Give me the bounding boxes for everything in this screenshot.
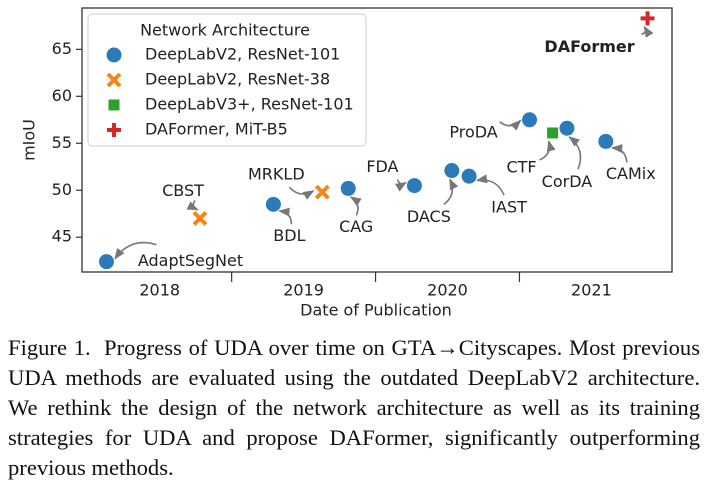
point-label: CAMix: [606, 164, 656, 183]
point-label: AdaptSegNet: [138, 251, 243, 270]
y-tick-label: 60: [52, 86, 72, 105]
annotation-arrow: [349, 196, 362, 216]
y-tick-label: 55: [52, 133, 72, 152]
annotation-arrow: [278, 207, 293, 225]
x-tick-label: 2021: [571, 281, 612, 300]
annotation-arrow: [499, 119, 522, 131]
caption: Figure 1. Progress of UDA over time on G…: [8, 335, 706, 480]
annotation-arrow: [475, 174, 505, 196]
point: [547, 127, 559, 139]
point-label: MRKLD: [248, 165, 305, 184]
point: [461, 168, 477, 184]
legend-label: DeepLabV2, ResNet-38: [145, 70, 330, 89]
y-tick-label: 65: [52, 39, 72, 58]
point: [406, 178, 422, 194]
chart: Date of Publication mIoU 45 50 55 60 65 2018 2…: [20, 7, 673, 320]
annotation-arrow: [568, 136, 582, 170]
point-label: FDA: [366, 157, 398, 176]
y-axis-label: mIoU: [20, 119, 39, 161]
point: [265, 196, 281, 212]
annotation-arrow: [114, 241, 157, 260]
annotation-arrow: [641, 25, 654, 38]
point-label: ProDA: [449, 122, 497, 141]
point-label: CorDA: [542, 172, 593, 191]
point: [640, 11, 655, 26]
point: [192, 211, 208, 226]
point-label: CTF: [506, 157, 536, 176]
legend-marker: [108, 99, 120, 111]
point-label: IAST: [491, 198, 527, 217]
point-label: DACS: [407, 207, 451, 226]
point: [444, 163, 460, 179]
x-axis-label: Date of Publication: [300, 301, 452, 320]
annotation-arrow: [539, 139, 556, 161]
annotation-arrow: [443, 178, 459, 206]
x-tick-label: 2020: [427, 281, 468, 300]
point: [598, 133, 614, 149]
annotation-arrow: [186, 200, 199, 211]
legend-label: DeepLabV3+, ResNet-101: [145, 95, 354, 114]
point: [98, 254, 114, 270]
annotation-arrow: [394, 179, 407, 192]
x-tick-label: 2018: [139, 281, 180, 300]
legend-marker: [107, 123, 121, 137]
legend-box: [87, 13, 367, 147]
legend-label: DAFormer, MiT-B5: [145, 120, 288, 139]
y-tick-label: 50: [52, 180, 72, 199]
point-label: CAG: [339, 217, 373, 236]
point-label: CBST: [162, 181, 204, 200]
point-label: BDL: [273, 226, 305, 245]
plot-frame: [81, 7, 673, 273]
point-label: DAFormer: [544, 37, 634, 56]
annotation-arrow: [288, 186, 315, 200]
legend-marker: [106, 72, 122, 88]
point: [314, 184, 330, 200]
legend-title: Network Architecture: [140, 21, 310, 40]
point: [522, 112, 538, 128]
x-tick-label: 2019: [283, 281, 324, 300]
y-tick-label: 45: [52, 227, 72, 246]
legend-marker: [106, 47, 122, 63]
point: [559, 120, 575, 136]
point: [340, 180, 356, 196]
legend-label: DeepLabV2, ResNet-101: [145, 45, 340, 64]
annotation-arrow: [611, 144, 628, 163]
